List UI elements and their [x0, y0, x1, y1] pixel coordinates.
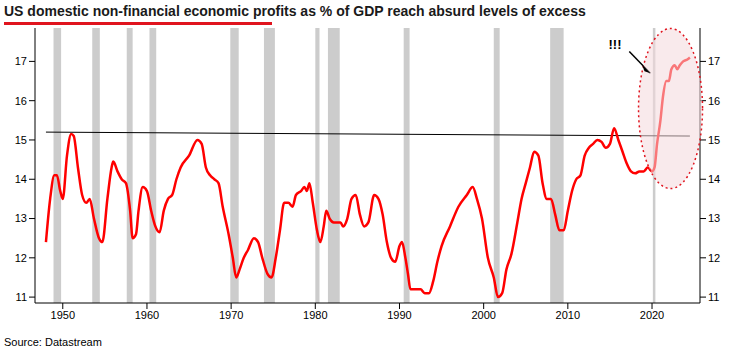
svg-text:2000: 2000: [471, 309, 495, 321]
svg-text:15: 15: [15, 134, 27, 146]
svg-text:14: 14: [708, 173, 720, 185]
svg-text:11: 11: [16, 291, 27, 303]
svg-text:17: 17: [708, 55, 720, 67]
svg-text:13: 13: [15, 212, 27, 224]
svg-text:12: 12: [15, 252, 27, 264]
svg-text:2020: 2020: [640, 309, 664, 321]
svg-text:17: 17: [15, 55, 27, 67]
svg-text:13: 13: [708, 212, 720, 224]
svg-text:2010: 2010: [556, 309, 580, 321]
svg-text:1990: 1990: [387, 309, 411, 321]
svg-text:1960: 1960: [135, 309, 159, 321]
svg-text:!!!: !!!: [608, 37, 621, 52]
html-text:US domestic non-financial econ: US domestic non-financial economic profi…: [4, 3, 586, 19]
svg-text:12: 12: [708, 252, 720, 264]
svg-text:1970: 1970: [219, 309, 243, 321]
svg-text:1980: 1980: [303, 309, 327, 321]
svg-text:16: 16: [708, 95, 720, 107]
svg-text:1950: 1950: [51, 309, 75, 321]
svg-text:11: 11: [708, 291, 719, 303]
svg-text:16: 16: [15, 95, 27, 107]
html-text:Source: Datastream: Source: Datastream: [4, 336, 102, 348]
svg-text:14: 14: [15, 173, 27, 185]
svg-text:15: 15: [708, 134, 720, 146]
